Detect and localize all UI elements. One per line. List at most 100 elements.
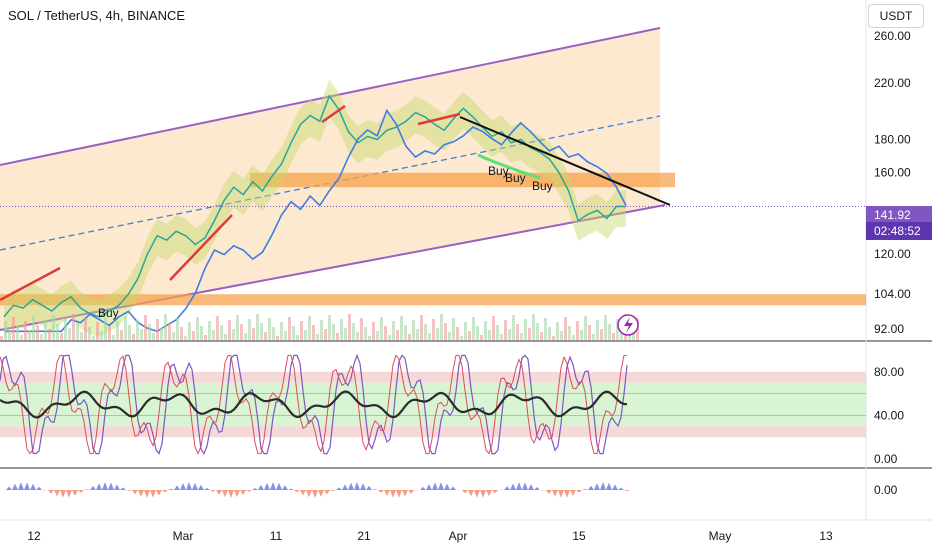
histogram-mark [492,490,498,494]
volume-bar [140,329,143,340]
histogram-mark [270,482,276,490]
volume-bar [536,323,539,340]
histogram-mark [378,490,384,493]
volume-bar [580,330,583,340]
histogram-mark [552,490,558,497]
histogram-mark [174,485,180,490]
currency-selector[interactable]: USDT [868,4,924,28]
swing-low-marker [477,153,541,180]
histogram-mark [108,482,114,490]
volume-bar [348,314,351,340]
histogram-mark [210,490,216,492]
volume-bar [416,329,419,340]
chart-title: SOL / TetherUS, 4h, BINANCE [8,8,186,23]
histogram-mark [540,490,546,491]
volume-bar [556,322,559,340]
histogram-mark [90,485,96,490]
volume-bar [124,316,127,340]
histogram-mark [156,490,162,496]
volume-bar [328,315,331,340]
volume-bar [52,315,55,340]
histogram-mark [294,490,300,493]
volume-bar [172,332,175,340]
volume-bar [552,336,555,340]
histogram-mark [234,490,240,498]
histogram-mark [318,490,324,497]
volume-bar [632,332,635,340]
histogram-mark [162,490,168,493]
price-zone [0,294,866,306]
histogram-mark [576,490,582,493]
histogram-mark [600,482,606,490]
volume-bar [264,332,267,340]
buy-label: Buy [532,179,553,193]
volume-bar [512,315,515,340]
time-axis-tick: 15 [572,529,586,543]
resistance-line [459,116,671,206]
volume-bar [260,323,263,340]
volume-bar [56,324,59,340]
histogram-mark [18,482,24,490]
histogram-mark [312,490,318,498]
volume-bar [16,326,19,340]
volume-bar [248,319,251,340]
histogram-mark [348,482,354,490]
volume-bar [336,333,339,340]
histogram-mark [366,485,372,490]
rsi-axis-tick: 80.00 [874,365,904,379]
histogram-mark [384,490,390,496]
histogram-mark [36,486,42,490]
histogram-mark [114,484,120,490]
histogram-mark [126,490,132,491]
swing-high-marker [0,266,61,302]
volume-bar [596,320,599,340]
histogram-mark [276,482,282,490]
price-axis-tick: 160.00 [874,166,911,180]
volume-bar [48,329,51,340]
volume-bar [164,314,167,340]
rsi-axis-tick: 0.00 [874,452,898,466]
histogram-mark [228,490,234,498]
histogram-mark [408,490,414,494]
volume-bar [528,328,531,340]
histogram-mark [12,483,18,490]
volume-bar [344,328,347,340]
volume-bar [120,330,123,340]
histogram-mark [72,490,78,496]
histogram-mark [546,490,552,494]
price-zone [250,172,675,188]
volume-bar [452,318,455,340]
histogram-mark [468,490,474,497]
volume-bar [444,323,447,340]
price-axis-tick: 120.00 [874,247,911,261]
histogram-mark [372,489,378,490]
volume-bar [272,327,275,340]
volume-bar [12,317,15,340]
volume-bar [308,316,311,340]
rsi-band [0,371,866,383]
volume-bar [288,317,291,340]
histogram-mark [168,488,174,490]
volume-bar [368,336,371,340]
volume-bar [28,330,31,340]
volume-bar [352,323,355,340]
histogram-mark [138,490,144,497]
channel-mid-line [0,115,661,251]
volume-bar [584,316,587,340]
volume-bar [208,321,211,340]
histogram-mark [78,490,84,493]
histogram-mark [444,483,450,490]
histogram-mark [594,483,600,490]
histogram-mark [564,490,570,498]
volume-bar [256,314,259,340]
volume-bar [468,331,471,340]
countdown-tag: 02:48:52 [866,222,932,240]
volume-bar [292,326,295,340]
histogram-mark [6,486,12,490]
histogram-mark [150,490,156,498]
volume-bar [612,333,615,340]
trend-cloud [4,79,626,338]
volume-bar [484,321,487,340]
volume-bar [296,335,299,340]
